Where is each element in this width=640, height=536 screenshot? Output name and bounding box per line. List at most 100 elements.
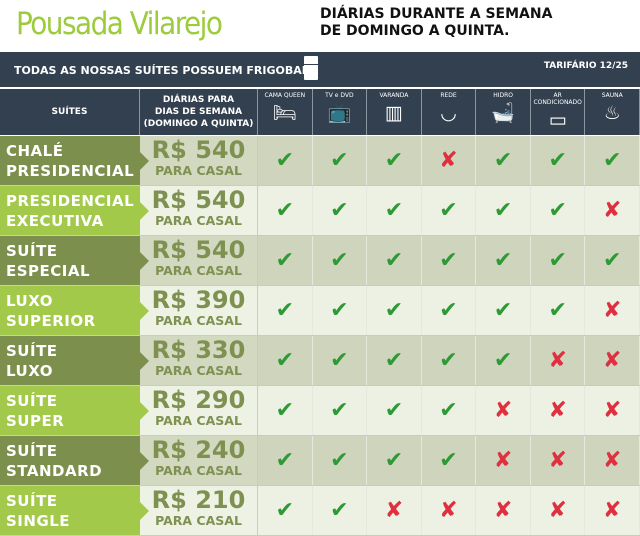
check-icon: ✔ [439,448,458,473]
price-cell: R$ 210 PARA CASAL [140,486,258,535]
amenity-cell: ✔ [421,436,477,485]
cross-icon: ✘ [439,148,458,173]
cross-icon: ✘ [384,498,404,523]
check-icon: ✔ [330,398,349,423]
check-icon: ✔ [603,248,622,273]
suite-name-line: SUÍTE [6,342,58,360]
check-icon: ✔ [439,348,458,373]
tv-icon: 📺 [327,102,352,124]
amenity-cell: ✔ [476,336,531,385]
amenity-cell: ✔ [530,236,586,285]
cross-icon: ✘ [603,448,622,473]
amenity-cell: ✔ [530,286,586,335]
amenity-cell: ✘ [421,136,477,185]
price-cell: R$ 330 PARA CASAL [140,336,258,385]
amenity-cell: ✘ [585,336,640,385]
amenity-cell: ✔ [530,186,586,235]
headline: DIÁRIAS DURANTE A SEMANA DE DOMINGO A QU… [320,6,552,40]
balcony-icon: ▥ [384,102,403,124]
amenity-label: HIDRO [493,92,513,99]
price-unit: PARA CASAL [155,513,242,528]
amenity-cell: ✔ [476,186,531,235]
amenity-cell: ✘ [585,386,640,435]
amenity-cell: ✔ [421,286,477,335]
amenity-header: CAMA QUEEN 🛏 [258,89,313,135]
amenity-label: VARANDA [379,92,409,99]
price-cell: R$ 540 PARA CASAL [140,236,258,285]
table-row: SUÍTE SINGLE R$ 210 PARA CASAL ✔ ✔ ✘ ✘ ✘ ✘ ✘ [0,486,640,536]
suite-name-line: CHALÉ [6,142,64,160]
check-icon: ✔ [493,348,513,373]
suite-name-line: SUPERIOR [6,312,96,330]
price-unit: PARA CASAL [155,263,242,278]
price-value: R$ 540 [151,136,246,164]
check-icon: ✔ [275,448,294,473]
amenity-cell: ✔ [312,336,368,385]
price-unit: PARA CASAL [155,213,242,228]
suite-name-line: SUÍTE [6,392,58,410]
amenity-cell: ✔ [367,286,422,335]
cross-icon: ✘ [548,498,567,523]
rates-table: CHALÉ PRESIDENCIAL R$ 540 PARA CASAL ✔ ✔ ✔ ✘ ✔ ✔… [0,136,640,536]
amenity-cell: ✔ [258,436,313,485]
price-unit: PARA CASAL [155,463,242,478]
price-value: R$ 240 [151,436,246,464]
amenity-cell: ✔ [476,136,531,185]
fridge-icon [304,56,318,80]
amenity-cell: ✘ [367,486,422,535]
amenity-cell: ✔ [258,236,313,285]
cross-icon: ✘ [603,298,622,323]
price-value: R$ 540 [151,186,246,214]
check-icon: ✔ [384,298,404,323]
price-cell: R$ 390 PARA CASAL [140,286,258,335]
amenity-label: AR CONDICIONADO [533,92,582,106]
table-row: LUXO SUPERIOR R$ 390 PARA CASAL ✔ ✔ ✔ ✔ ✔ ✔ ✘ [0,286,640,336]
check-icon: ✔ [548,198,567,223]
check-icon: ✔ [330,448,349,473]
check-icon: ✔ [275,148,294,173]
price-header-line: DIAS DE SEMANA [154,107,243,117]
suite-name: SUÍTE LUXO [0,336,149,385]
price-header-line: (DOMINGO A QUINTA) [143,119,254,129]
hammock-icon: ◡ [440,102,457,124]
amenity-cell: ✘ [585,286,640,335]
tariff-label: TARIFÁRIO 12/25 [543,61,628,71]
check-icon: ✔ [330,298,349,323]
amenity-cell: ✔ [312,436,368,485]
check-icon: ✔ [384,148,404,173]
check-icon: ✔ [493,198,513,223]
check-icon: ✔ [548,298,567,323]
amenity-cell: ✔ [258,286,313,335]
banner: TODAS AS NOSSAS SUÍTES POSSUEM FRIGOBAR … [0,52,640,87]
amenity-cell: ✘ [530,486,586,535]
price-unit: PARA CASAL [155,363,242,378]
suite-name: SUÍTE ESPECIAL [0,236,149,285]
check-icon: ✔ [275,348,294,373]
amenity-header: HIDRO 🛁 [476,89,531,135]
suite-name-line: PRESIDENCIAL [6,162,135,180]
price-cell: R$ 290 PARA CASAL [140,386,258,435]
amenity-cell: ✔ [585,236,640,285]
price-value: R$ 540 [151,236,246,264]
price-value: R$ 390 [151,286,246,314]
suite-name-line: SUPER [6,412,65,430]
check-icon: ✔ [275,198,294,223]
amenity-cell: ✔ [258,336,313,385]
amenity-cell: ✔ [312,486,368,535]
check-icon: ✔ [548,248,567,273]
check-icon: ✔ [275,298,294,323]
banner-text: TODAS AS NOSSAS SUÍTES POSSUEM FRIGOBAR [14,64,311,77]
suite-name-line: STANDARD [6,462,103,480]
amenity-cell: ✔ [312,186,368,235]
suite-name: SUÍTE STANDARD [0,436,149,485]
amenity-cell: ✔ [312,136,368,185]
amenity-cell: ✘ [476,486,531,535]
suite-name: CHALÉ PRESIDENCIAL [0,136,149,185]
amenity-cell: ✔ [258,186,313,235]
check-icon: ✔ [275,498,294,523]
amenity-cell: ✔ [421,336,477,385]
amenity-cell: ✘ [585,436,640,485]
table-row: CHALÉ PRESIDENCIAL R$ 540 PARA CASAL ✔ ✔ ✔ ✘ ✔ ✔… [0,136,640,186]
suite-name: LUXO SUPERIOR [0,286,149,335]
cross-icon: ✘ [548,348,567,373]
